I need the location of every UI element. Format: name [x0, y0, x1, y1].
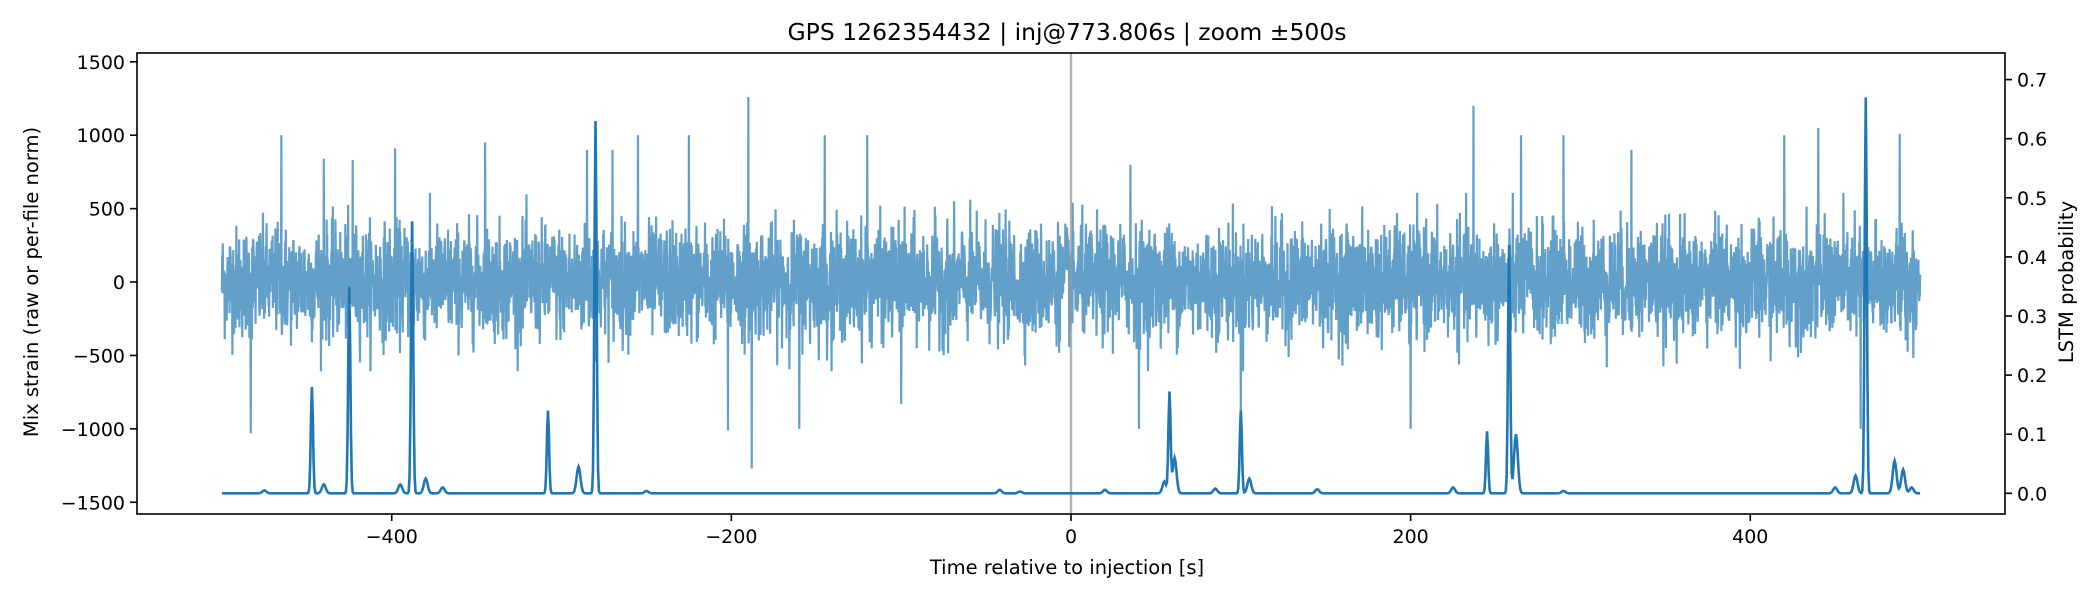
y-right-tick-label: 0.0	[2017, 483, 2047, 505]
x-tick-label: −400	[366, 526, 418, 548]
axes: −400 −200 0 200 400 −1500 −1000 −500 0 500 1000 150…	[61, 52, 2048, 548]
strain-series	[220, 53, 1922, 514]
y-right-tick-label: 0.7	[2017, 70, 2047, 92]
probability-line	[221, 97, 1921, 495]
x-tick-label: 400	[1732, 526, 1768, 548]
y-left-tick-label: −1000	[61, 419, 125, 441]
y-left-tick-label: 500	[89, 199, 125, 221]
y-left-tick-label: −500	[73, 345, 125, 367]
x-tick-label: 0	[1065, 526, 1077, 548]
y-right-tick-label: 0.6	[2017, 129, 2047, 151]
y-left-tick-label: −1500	[61, 492, 125, 514]
y-axis-left-label: Mix strain (raw or per-file norm)	[20, 127, 43, 437]
y-left-tick-label: 1000	[77, 125, 125, 147]
chart-title: GPS 1262354432 | inj@773.806s | zoom ±50…	[787, 18, 1346, 46]
y-right-tick-label: 0.3	[2017, 306, 2047, 328]
y-left-tick-label: 1500	[77, 52, 125, 74]
x-tick-label: 200	[1393, 526, 1429, 548]
x-tick-label: −200	[705, 526, 757, 548]
y-left-tick-label: 0	[113, 272, 125, 294]
y-right-tick-label: 0.2	[2017, 365, 2047, 387]
y-right-tick-label: 0.4	[2017, 247, 2047, 269]
probability-series	[221, 97, 1921, 495]
y-axis-right-label: LSTM probability	[2055, 201, 2078, 363]
y-right-tick-label: 0.5	[2017, 188, 2047, 210]
y-right-tick-label: 0.1	[2017, 424, 2047, 446]
x-axis-label: Time relative to injection [s]	[929, 556, 1204, 579]
